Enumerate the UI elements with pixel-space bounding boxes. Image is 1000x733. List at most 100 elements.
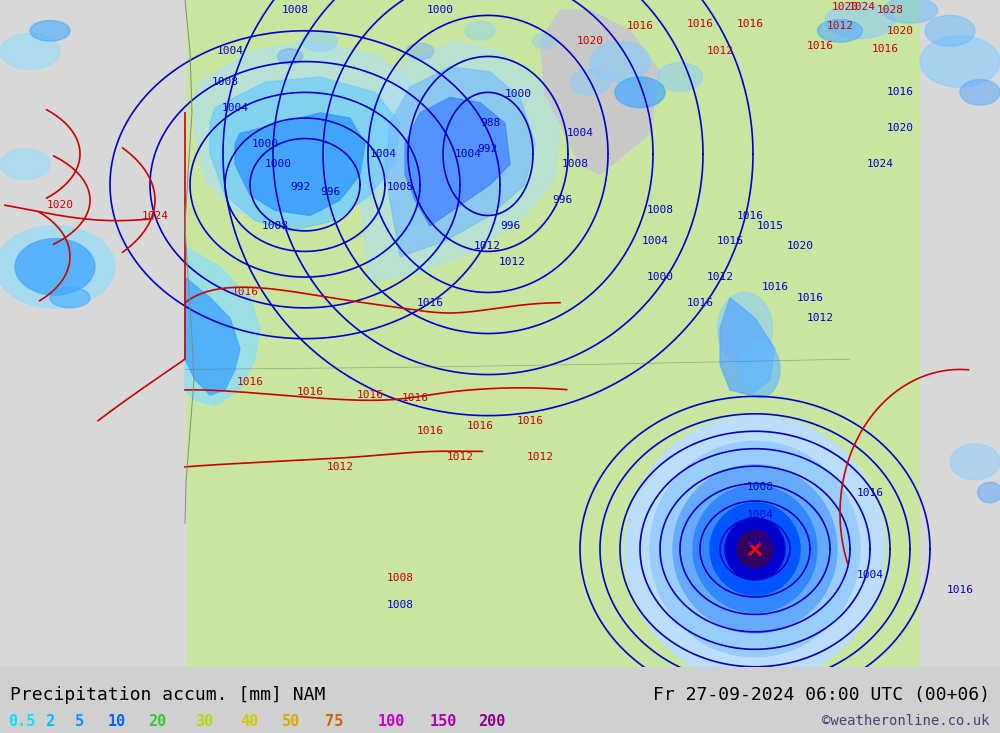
Text: 1016: 1016 <box>736 18 764 29</box>
Text: 992: 992 <box>477 144 497 154</box>
Polygon shape <box>720 298 775 395</box>
Ellipse shape <box>15 239 95 295</box>
Polygon shape <box>385 67 535 257</box>
Text: 1004: 1004 <box>222 103 248 113</box>
Text: 1016: 1016 <box>806 41 834 51</box>
Ellipse shape <box>718 292 772 364</box>
Text: 1016: 1016 <box>232 287 258 298</box>
Ellipse shape <box>0 33 60 69</box>
Text: 1000: 1000 <box>646 272 674 282</box>
Ellipse shape <box>0 226 115 308</box>
Text: 1016: 1016 <box>736 210 764 221</box>
Text: 1004: 1004 <box>370 149 396 159</box>
Text: 1020: 1020 <box>786 241 814 251</box>
Text: 1024: 1024 <box>866 159 894 169</box>
Text: 150: 150 <box>430 714 457 729</box>
Ellipse shape <box>465 21 495 40</box>
Text: 1008: 1008 <box>646 205 674 216</box>
Text: 40: 40 <box>240 714 258 729</box>
Text: 1012: 1012 <box>326 462 354 472</box>
Ellipse shape <box>740 341 780 397</box>
Text: 0.5: 0.5 <box>8 714 35 729</box>
Text: 1015: 1015 <box>757 221 784 231</box>
Text: 988: 988 <box>480 118 500 128</box>
Text: 992: 992 <box>290 182 310 192</box>
Ellipse shape <box>302 31 338 51</box>
Ellipse shape <box>30 21 70 41</box>
Text: 1000: 1000 <box>746 537 774 547</box>
Text: 1016: 1016 <box>686 18 714 29</box>
Text: 1016: 1016 <box>402 393 428 403</box>
Text: Precipitation accum. [mm] NAM: Precipitation accum. [mm] NAM <box>10 685 325 704</box>
Bar <box>185 0 1000 667</box>
Text: 1016: 1016 <box>416 298 444 308</box>
Ellipse shape <box>570 70 610 95</box>
Ellipse shape <box>278 48 302 64</box>
Circle shape <box>673 465 837 633</box>
Text: 1012: 1012 <box>498 257 526 267</box>
Text: 1020: 1020 <box>887 26 914 36</box>
Text: 2: 2 <box>45 714 54 729</box>
Polygon shape <box>235 113 365 216</box>
Text: 1016: 1016 <box>856 487 884 498</box>
Ellipse shape <box>615 77 665 108</box>
Ellipse shape <box>925 15 975 46</box>
Text: 10: 10 <box>108 714 126 729</box>
Text: 50: 50 <box>282 714 300 729</box>
Text: 1024: 1024 <box>848 2 876 12</box>
Text: 1012: 1012 <box>806 313 834 323</box>
Ellipse shape <box>0 149 50 180</box>
Text: 1024: 1024 <box>142 210 168 221</box>
Ellipse shape <box>50 287 90 308</box>
Text: 1012: 1012 <box>706 272 734 282</box>
Polygon shape <box>185 277 240 395</box>
Text: 1020: 1020 <box>46 200 74 210</box>
Text: 1016: 1016 <box>796 292 824 303</box>
Text: 100: 100 <box>378 714 405 729</box>
Circle shape <box>737 531 773 567</box>
Polygon shape <box>210 77 400 231</box>
Polygon shape <box>540 10 660 174</box>
Text: 75: 75 <box>325 714 343 729</box>
Polygon shape <box>195 41 420 226</box>
Text: 1016: 1016 <box>466 421 494 431</box>
Bar <box>920 0 1000 667</box>
Ellipse shape <box>532 33 558 48</box>
Polygon shape <box>360 41 560 282</box>
Ellipse shape <box>920 36 1000 87</box>
Ellipse shape <box>883 0 938 23</box>
Text: 1012: 1012 <box>526 452 554 462</box>
Text: 1004: 1004 <box>216 46 244 56</box>
Text: 996: 996 <box>500 221 520 231</box>
Text: 20: 20 <box>148 714 166 729</box>
Text: 1016: 1016 <box>516 416 544 426</box>
Bar <box>0 0 185 667</box>
Text: 5: 5 <box>75 714 84 729</box>
Text: ©weatheronline.co.uk: ©weatheronline.co.uk <box>822 714 990 728</box>
Text: 30: 30 <box>195 714 213 729</box>
Text: 1016: 1016 <box>416 426 444 436</box>
Text: 1008: 1008 <box>212 77 239 87</box>
Ellipse shape <box>960 79 1000 105</box>
Text: 996: 996 <box>552 195 572 205</box>
Ellipse shape <box>950 443 1000 479</box>
Text: 1020: 1020 <box>887 123 914 133</box>
Text: 1004: 1004 <box>454 149 482 159</box>
Text: 1000: 1000 <box>426 5 454 15</box>
Text: 1016: 1016 <box>716 236 744 246</box>
Text: 1000: 1000 <box>252 139 278 149</box>
Text: 1008: 1008 <box>746 482 774 493</box>
Circle shape <box>725 518 785 580</box>
Text: 1012: 1012 <box>446 452 474 462</box>
Text: 1004: 1004 <box>566 128 594 139</box>
Circle shape <box>650 441 860 657</box>
Text: Fr 27-09-2024 06:00 UTC (00+06): Fr 27-09-2024 06:00 UTC (00+06) <box>653 685 990 704</box>
Text: 1000: 1000 <box>264 159 292 169</box>
Text: 1008: 1008 <box>386 600 414 611</box>
Bar <box>0 0 185 667</box>
Text: 1008: 1008 <box>282 5 308 15</box>
Ellipse shape <box>825 3 895 38</box>
Text: 1016: 1016 <box>237 377 264 387</box>
Text: 1012: 1012 <box>474 241 501 251</box>
Text: 1016: 1016 <box>296 387 324 397</box>
